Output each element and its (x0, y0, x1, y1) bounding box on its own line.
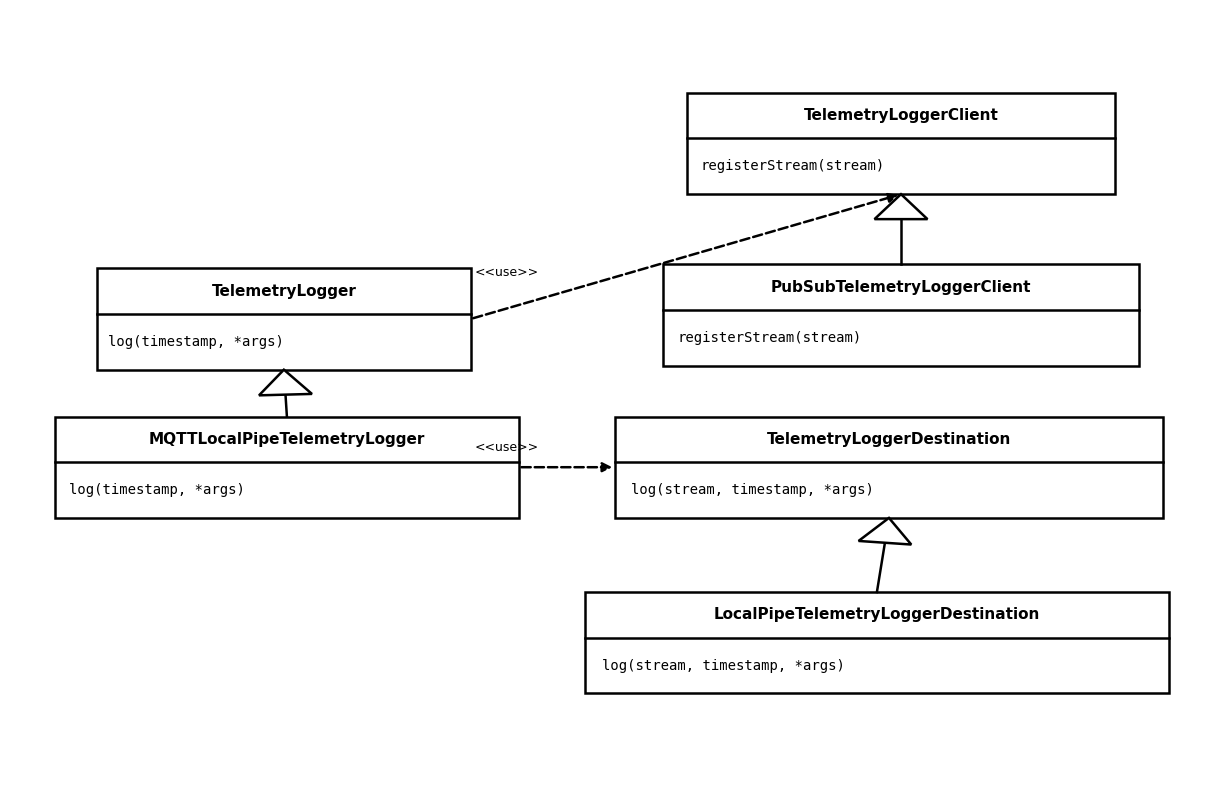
Bar (687, 93, 1114, 195)
Bar (55, 417, 519, 518)
Text: registerStream(stream): registerStream(stream) (677, 331, 861, 345)
Bar (663, 264, 1139, 366)
Text: log(stream, timestamp, *args): log(stream, timestamp, *args) (603, 658, 845, 673)
Text: registerStream(stream): registerStream(stream) (700, 160, 884, 173)
Text: TelemetryLoggerDestination: TelemetryLoggerDestination (767, 432, 1011, 447)
Text: log(stream, timestamp, *args): log(stream, timestamp, *args) (631, 483, 875, 497)
Text: MQTTLocalPipeTelemetryLogger: MQTTLocalPipeTelemetryLogger (149, 432, 425, 447)
Text: <<use>>: <<use>> (475, 266, 538, 279)
Text: LocalPipeTelemetryLoggerDestination: LocalPipeTelemetryLoggerDestination (714, 607, 1040, 622)
Polygon shape (875, 195, 927, 219)
Text: log(timestamp, *args): log(timestamp, *args) (69, 483, 245, 497)
Polygon shape (259, 370, 312, 395)
Text: TelemetryLogger: TelemetryLogger (212, 283, 357, 299)
Polygon shape (859, 518, 911, 545)
Bar (585, 592, 1169, 693)
Text: <<use>>: <<use>> (475, 441, 538, 454)
Bar (97, 268, 470, 370)
Text: TelemetryLoggerClient: TelemetryLoggerClient (804, 108, 999, 123)
Bar (615, 417, 1163, 518)
Text: log(timestamp, *args): log(timestamp, *args) (108, 335, 284, 349)
Text: PubSubTelemetryLoggerClient: PubSubTelemetryLoggerClient (771, 279, 1032, 295)
